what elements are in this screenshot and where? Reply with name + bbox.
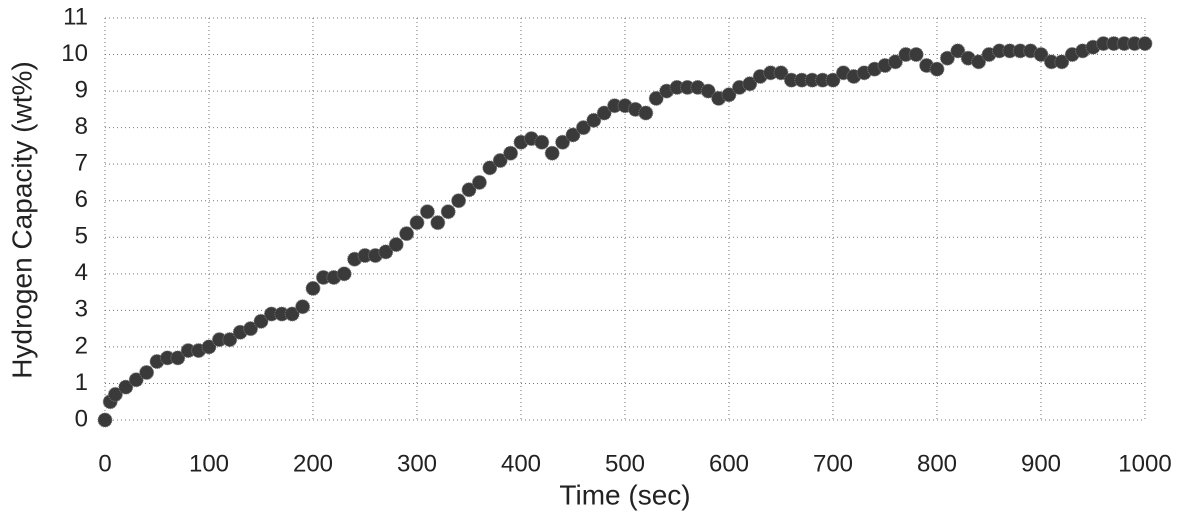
data-point bbox=[887, 54, 903, 70]
data-point bbox=[492, 153, 508, 169]
data-point bbox=[825, 72, 841, 88]
data-point bbox=[253, 313, 269, 329]
data-point bbox=[409, 215, 425, 231]
x-tick-label: 100 bbox=[189, 450, 229, 477]
y-tick-label: 4 bbox=[75, 259, 88, 286]
data-point bbox=[700, 83, 716, 99]
data-point bbox=[378, 244, 394, 260]
y-tick-label: 3 bbox=[75, 296, 88, 323]
data-point bbox=[929, 61, 945, 77]
y-tick-label: 11 bbox=[63, 3, 88, 30]
x-tick-label: 1000 bbox=[1118, 450, 1171, 477]
data-point bbox=[565, 127, 581, 143]
data-point bbox=[544, 145, 560, 161]
data-point bbox=[939, 50, 955, 66]
data-point bbox=[118, 379, 134, 395]
x-tick-label: 0 bbox=[98, 450, 111, 477]
data-point bbox=[451, 193, 467, 209]
x-tick-label: 700 bbox=[813, 450, 853, 477]
data-point bbox=[971, 54, 987, 70]
data-point bbox=[586, 112, 602, 128]
data-point bbox=[742, 76, 758, 92]
data-point bbox=[357, 248, 373, 264]
x-tick-label: 400 bbox=[501, 450, 541, 477]
data-point bbox=[170, 350, 186, 366]
data-point bbox=[139, 364, 155, 380]
data-point bbox=[721, 87, 737, 103]
data-point bbox=[1033, 47, 1049, 63]
data-point bbox=[430, 215, 446, 231]
y-tick-label: 1 bbox=[75, 369, 88, 396]
data-point bbox=[201, 339, 217, 355]
data-point bbox=[908, 47, 924, 63]
data-point bbox=[128, 372, 144, 388]
y-tick-label: 2 bbox=[75, 332, 88, 359]
y-tick-label: 9 bbox=[75, 76, 88, 103]
y-tick-label: 0 bbox=[75, 405, 88, 432]
data-point bbox=[596, 105, 612, 121]
data-point bbox=[482, 160, 498, 176]
data-point bbox=[534, 134, 550, 150]
data-point bbox=[638, 105, 654, 121]
x-tick-label: 600 bbox=[709, 450, 749, 477]
data-point bbox=[1137, 36, 1153, 52]
data-point bbox=[950, 43, 966, 59]
x-tick-label: 500 bbox=[605, 450, 645, 477]
data-point bbox=[555, 134, 571, 150]
data-point bbox=[1054, 54, 1070, 70]
data-point bbox=[243, 321, 259, 337]
data-point bbox=[399, 226, 415, 242]
data-point bbox=[97, 412, 113, 428]
y-tick-label: 7 bbox=[75, 150, 88, 177]
data-point bbox=[284, 306, 300, 322]
y-tick-label: 6 bbox=[75, 186, 88, 213]
data-point bbox=[305, 280, 321, 296]
data-point bbox=[773, 65, 789, 81]
data-point bbox=[107, 386, 123, 402]
y-axis-label: Hydrogen Capacity (wt%) bbox=[6, 61, 37, 378]
x-tick-label: 900 bbox=[1021, 450, 1061, 477]
data-point bbox=[648, 90, 664, 106]
data-point bbox=[388, 237, 404, 253]
data-point bbox=[419, 204, 435, 220]
data-point bbox=[471, 174, 487, 190]
data-point bbox=[336, 266, 352, 282]
data-point bbox=[295, 299, 311, 315]
data-point bbox=[503, 145, 519, 161]
y-tick-label: 5 bbox=[75, 223, 88, 250]
data-point bbox=[222, 332, 238, 348]
data-point bbox=[461, 182, 477, 198]
x-tick-label: 200 bbox=[293, 450, 333, 477]
data-point bbox=[575, 120, 591, 136]
y-tick-label: 8 bbox=[75, 113, 88, 140]
x-tick-label: 800 bbox=[917, 450, 957, 477]
x-tick-label: 300 bbox=[397, 450, 437, 477]
x-axis-label: Time (sec) bbox=[559, 479, 690, 510]
y-tick-label: 10 bbox=[61, 40, 88, 67]
data-point bbox=[440, 204, 456, 220]
